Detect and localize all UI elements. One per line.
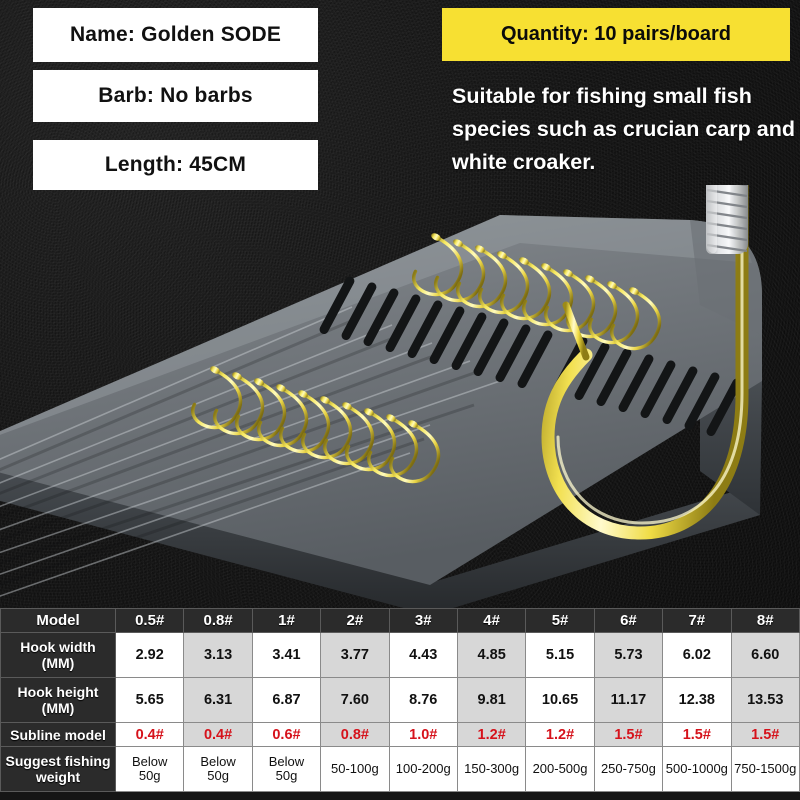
table-cell: 6.02 bbox=[662, 632, 732, 679]
model-header-cell: 8# bbox=[730, 607, 800, 634]
table-cell: 1.2# bbox=[456, 721, 527, 748]
table-cell: 0.8# bbox=[320, 721, 390, 748]
table-cell: 1.5# bbox=[730, 721, 800, 748]
table-cell: 1.0# bbox=[388, 721, 458, 748]
hook-body bbox=[541, 185, 749, 540]
table-cell: 1.2# bbox=[525, 721, 595, 748]
coil-wrap bbox=[706, 185, 748, 254]
table-cell: 8.76 bbox=[388, 677, 458, 723]
spec-label-length: Length: 45CM bbox=[104, 153, 247, 176]
table-row: Subline model 0.4# 0.4# 0.6# 0.8# 1.0# 1.2# 1.2… bbox=[0, 721, 800, 748]
model-header-cell: 0.8# bbox=[183, 607, 253, 634]
model-header-cell: 4# bbox=[456, 607, 527, 634]
table-cell: 4.43 bbox=[388, 632, 458, 679]
row-label: Suggest fishing weight bbox=[0, 746, 116, 792]
table-cell: 2.92 bbox=[114, 632, 185, 679]
table-row: Suggest fishing weight Below 50g Below 50g Bel… bbox=[0, 746, 800, 792]
quantity-label: Quantity: 10 pairs/board bbox=[500, 23, 732, 45]
model-header-cell: 2# bbox=[320, 607, 390, 634]
table-cell: 3.77 bbox=[320, 632, 390, 679]
spec-label-barb: Barb: No barbs bbox=[98, 84, 253, 107]
table-cell: 200-500g bbox=[525, 746, 595, 792]
table-cell: 4.85 bbox=[456, 632, 527, 679]
table-cell: 7.60 bbox=[320, 677, 390, 723]
table-cell: 150-300g bbox=[456, 746, 527, 792]
specification-table-body: Model 0.5# 0.8# 1# 2# 3# 4# 5# 6# 7# 8# Hook width(… bbox=[0, 607, 800, 792]
spec-box-name: Name: Golden SODE bbox=[33, 8, 318, 62]
table-cell: 5.73 bbox=[593, 632, 664, 679]
row-label: Hook width (MM) bbox=[0, 632, 116, 679]
spec-box-barb: Barb: No barbs bbox=[33, 70, 318, 122]
model-header-cell: 6# bbox=[593, 607, 664, 634]
hook-point bbox=[562, 301, 590, 361]
table-cell: 250-750g bbox=[593, 746, 664, 792]
quantity-badge: Quantity: 10 pairs/board bbox=[442, 8, 790, 61]
table-cell: 500-1000g bbox=[662, 746, 732, 792]
model-header-cell: 0.5# bbox=[114, 607, 185, 634]
table-cell: Below 50g bbox=[251, 746, 322, 792]
table-row: Hook width (MM) 2.92 3.13 3.41 3.77 4.43 4.85 5.… bbox=[0, 632, 800, 679]
table-cell: Below 50g bbox=[183, 746, 253, 792]
table-cell: 11.17 bbox=[593, 677, 664, 723]
model-header-cell: 5# bbox=[525, 607, 595, 634]
table-cell: Below 50g bbox=[114, 746, 185, 792]
hook-board bbox=[0, 215, 762, 610]
row-label: Hook height (MM) bbox=[0, 677, 116, 723]
table-cell: 9.81 bbox=[456, 677, 527, 723]
table-cell: 3.41 bbox=[251, 632, 322, 679]
table-cell: 5.65 bbox=[114, 677, 185, 723]
spec-box-length: Length: 45CM bbox=[33, 140, 318, 190]
product-photo bbox=[0, 185, 800, 610]
table-cell: 3.13 bbox=[183, 632, 253, 679]
table-cell: 6.60 bbox=[730, 632, 800, 679]
table-cell: 0.4# bbox=[183, 721, 253, 748]
table-cell: 50-100g bbox=[320, 746, 390, 792]
model-header-cell: 3# bbox=[388, 607, 458, 634]
model-header-cell: 1# bbox=[251, 607, 322, 634]
table-cell: 13.53 bbox=[730, 677, 800, 723]
table-row: Model 0.5# 0.8# 1# 2# 3# 4# 5# 6# 7# 8# bbox=[0, 607, 800, 634]
table-cell: 5.15 bbox=[525, 632, 595, 679]
table-cell: 0.4# bbox=[114, 721, 185, 748]
table-cell: 6.31 bbox=[183, 677, 253, 723]
table-cell: 12.38 bbox=[662, 677, 732, 723]
table-cell: 6.87 bbox=[251, 677, 322, 723]
table-cell: 1.5# bbox=[593, 721, 664, 748]
table-cell: 1.5# bbox=[662, 721, 732, 748]
table-row: Hook height (MM) 5.65 6.31 6.87 7.60 8.76 9.81 1… bbox=[0, 677, 800, 723]
table-cell: 10.65 bbox=[525, 677, 595, 723]
row-label: Subline model bbox=[0, 721, 116, 748]
description-text: Suitable for fishing small fish species … bbox=[452, 84, 795, 174]
specification-table: Model 0.5# 0.8# 1# 2# 3# 4# 5# 6# 7# 8# Hook width(… bbox=[0, 607, 800, 792]
table-cell: 0.6# bbox=[251, 721, 322, 748]
model-header-cell: 7# bbox=[662, 607, 732, 634]
large-hook-assembly bbox=[541, 185, 749, 540]
table-cell: 750-1500g bbox=[730, 746, 800, 792]
table-cell: 100-200g bbox=[388, 746, 458, 792]
row-label: Model bbox=[0, 607, 116, 634]
bottom-strip bbox=[0, 792, 800, 800]
spec-label-name: Name: Golden SODE bbox=[69, 23, 282, 46]
